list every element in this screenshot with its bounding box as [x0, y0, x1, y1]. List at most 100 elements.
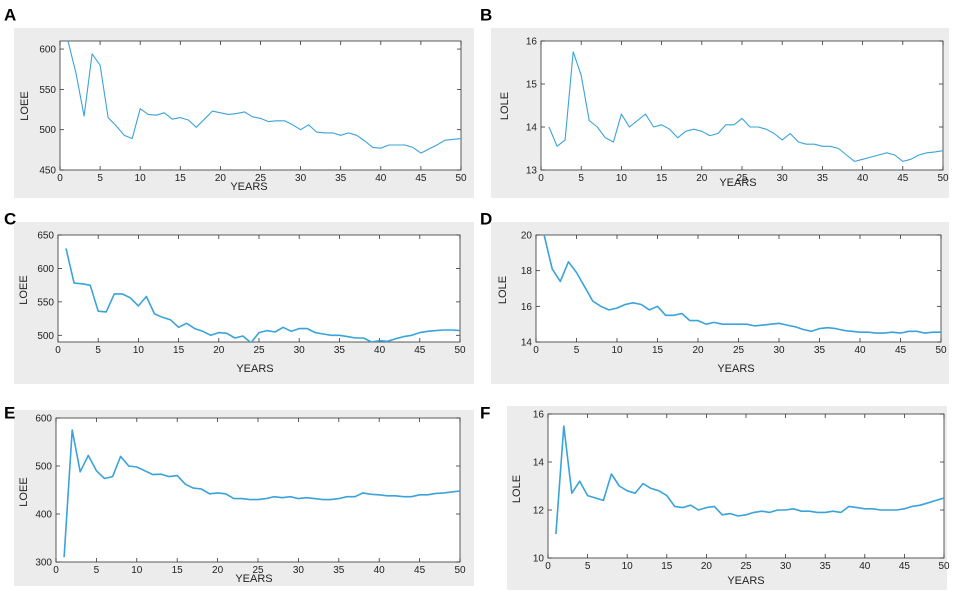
- x-tick-label: 0: [545, 561, 551, 572]
- y-tick-label: 10: [533, 554, 545, 565]
- x-tick-label: 20: [696, 173, 708, 184]
- x-tick-label: 15: [652, 345, 664, 356]
- series-line: [63, 429, 460, 558]
- panel-c: C 0 5 10 15 20 25 30 35 40 45 50 500 550 600 650 YEARS LO…: [4, 209, 474, 384]
- x-tick-label: 5: [585, 561, 591, 572]
- y-tick-label: 14: [533, 458, 545, 469]
- x-tick-label: 40: [854, 345, 866, 356]
- x-tick-label: 15: [172, 565, 184, 576]
- x-tick-label: 30: [295, 173, 307, 184]
- x-tick-label: 15: [175, 173, 187, 184]
- panel-letter: B: [480, 5, 492, 24]
- x-tick-label: 10: [131, 565, 143, 576]
- y-tick-label: 15: [526, 80, 538, 91]
- y-tick-label: 450: [39, 166, 56, 177]
- y-tick-label: 600: [37, 264, 54, 275]
- x-tick-label: 10: [135, 173, 147, 184]
- x-tick-label: 0: [53, 565, 59, 576]
- x-tick-label: 40: [374, 345, 386, 356]
- x-tick-label: 30: [773, 345, 785, 356]
- x-tick-label: 20: [701, 561, 713, 572]
- x-axis-label: YEARS: [230, 181, 267, 193]
- x-tick-label: 20: [692, 345, 704, 356]
- x-tick-label: 5: [97, 173, 103, 184]
- panel-letter: D: [480, 209, 492, 228]
- y-tick-label: 12: [533, 506, 545, 517]
- x-tick-label: 35: [335, 173, 347, 184]
- x-tick-label: 30: [777, 173, 789, 184]
- x-tick-label: 5: [95, 345, 101, 356]
- panel-a: A 0 5 10 15 20 25 30 35 40 45 50 450 500 550 600 YEARS LO…: [4, 5, 474, 198]
- x-tick-label: 35: [814, 345, 826, 356]
- panel-f: F 0 5 10 15 20 25 30 35 40 45 50 10 12 14 16 YEARS LOLE: [480, 403, 950, 590]
- x-tick-label: 50: [938, 561, 950, 572]
- series-line: [65, 248, 460, 342]
- x-tick-label: 45: [895, 345, 907, 356]
- x-tick-label: 50: [935, 345, 947, 356]
- y-tick-label: 550: [37, 297, 54, 308]
- x-tick-label: 50: [454, 345, 466, 356]
- series-line: [555, 425, 944, 535]
- x-tick-label: 20: [213, 345, 225, 356]
- panel-letter: F: [480, 403, 490, 422]
- x-tick-label: 0: [538, 173, 544, 184]
- x-tick-label: 25: [736, 173, 748, 184]
- plot-area: [535, 234, 942, 343]
- x-tick-label: 20: [212, 565, 224, 576]
- x-tick-label: 50: [455, 173, 467, 184]
- y-tick-label: 18: [521, 266, 533, 277]
- x-tick-label: 10: [611, 345, 623, 356]
- x-tick-label: 20: [215, 173, 227, 184]
- y-tick-label: 600: [39, 45, 56, 56]
- panel-letter: C: [4, 209, 16, 228]
- panel-b: B 0 5 10 15 20 25 30 35 40 45 50 13 14 15 16 YEARS LOLE: [480, 5, 949, 198]
- y-axis-label: LOEE: [18, 477, 30, 506]
- plot-area: [57, 234, 461, 343]
- y-tick-label: 14: [521, 338, 533, 349]
- y-tick-label: 600: [35, 414, 52, 425]
- panel-d: D 0 5 10 15 20 25 30 35 40 45 50 14 16 18 20 YEARS LOLE: [480, 209, 949, 384]
- y-axis-label: LOEE: [19, 91, 31, 120]
- x-tick-label: 10: [133, 345, 145, 356]
- panel-letter: A: [4, 5, 16, 24]
- x-tick-label: 45: [897, 173, 909, 184]
- x-tick-label: 45: [414, 565, 426, 576]
- x-axis-label: YEARS: [727, 575, 764, 587]
- y-tick-label: 650: [37, 231, 54, 242]
- y-tick-label: 500: [39, 125, 56, 136]
- x-tick-label: 30: [780, 561, 792, 572]
- x-tick-label: 40: [859, 561, 871, 572]
- x-tick-label: 25: [733, 345, 745, 356]
- y-axis-label: LOLE: [497, 276, 509, 304]
- x-tick-label: 40: [375, 173, 387, 184]
- x-tick-label: 45: [415, 173, 427, 184]
- plot-area: [55, 417, 461, 563]
- y-tick-label: 500: [37, 331, 54, 342]
- y-tick-label: 550: [39, 85, 56, 96]
- series-line: [67, 41, 461, 154]
- x-tick-label: 45: [899, 561, 911, 572]
- y-axis-label: LOEE: [18, 275, 30, 304]
- y-tick-label: 16: [533, 410, 545, 421]
- x-axis-label: YEARS: [717, 363, 754, 375]
- y-tick-label: 16: [521, 302, 533, 313]
- x-tick-label: 0: [55, 345, 61, 356]
- x-tick-label: 30: [294, 345, 306, 356]
- x-tick-label: 40: [374, 565, 386, 576]
- y-tick-label: 400: [35, 510, 52, 521]
- x-tick-label: 30: [293, 565, 305, 576]
- x-tick-label: 50: [937, 173, 949, 184]
- panel-letter: E: [4, 403, 15, 422]
- x-tick-label: 35: [334, 345, 346, 356]
- x-tick-label: 40: [857, 173, 869, 184]
- y-tick-label: 20: [521, 231, 533, 242]
- y-tick-label: 16: [526, 37, 538, 48]
- plot-area: [59, 40, 462, 171]
- y-tick-label: 300: [35, 558, 52, 569]
- x-axis-label: YEARS: [235, 573, 272, 585]
- x-tick-label: 35: [820, 561, 832, 572]
- x-tick-label: 15: [661, 561, 673, 572]
- x-axis-label: YEARS: [236, 363, 273, 375]
- plot-area: [540, 40, 944, 171]
- x-tick-label: 5: [574, 345, 580, 356]
